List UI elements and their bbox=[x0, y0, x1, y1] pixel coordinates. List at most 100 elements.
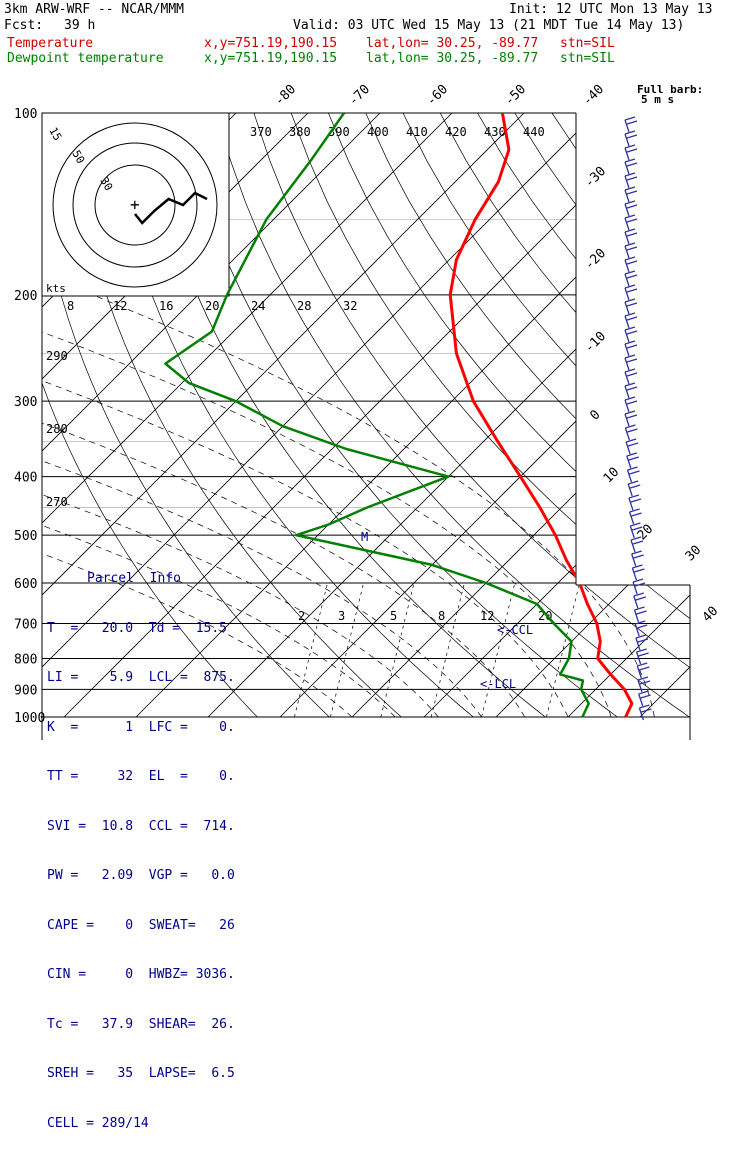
wind-barb bbox=[625, 285, 637, 300]
isotherm-label: -30 bbox=[582, 164, 609, 191]
hodograph-center-marker: + bbox=[130, 195, 140, 214]
pressure-tick-label: 400 bbox=[14, 471, 37, 486]
parcel-row: CELL = 289/14 bbox=[47, 1116, 235, 1133]
wind-barb bbox=[625, 145, 637, 160]
wind-barb bbox=[625, 411, 637, 426]
isotherm-label: -20 bbox=[582, 246, 609, 273]
isotherm-label: 10 bbox=[601, 465, 623, 487]
isotherm-label: 30 bbox=[683, 543, 705, 565]
theta-label: 420 bbox=[445, 125, 467, 139]
parcel-info-title: Parcel Info bbox=[47, 571, 235, 588]
wind-barb bbox=[627, 453, 639, 468]
dry-adiabat-line bbox=[179, 113, 617, 717]
wind-barb bbox=[625, 257, 637, 272]
pressure-tick-label: 700 bbox=[14, 617, 37, 632]
dry-adiabat-line bbox=[701, 113, 740, 717]
mixing-ratio-line bbox=[294, 583, 327, 717]
mixing-ratio-line bbox=[482, 583, 515, 717]
mixing-ratio-label: 5 bbox=[390, 609, 397, 623]
isotherm-label: -70 bbox=[346, 82, 373, 109]
parcel-row: Tc = 37.9 SHEAR= 26. bbox=[47, 1017, 235, 1034]
wind-barb bbox=[625, 215, 637, 230]
pressure-tick-label: 1000 bbox=[14, 711, 45, 726]
wind-barbs: Full barb: 5 m s bbox=[625, 83, 703, 720]
wind-barb bbox=[630, 509, 642, 524]
pressure-tick-label: 100 bbox=[14, 107, 37, 122]
hodograph-speed-label: 24 bbox=[251, 299, 265, 313]
wind-barb bbox=[625, 159, 637, 174]
dry-adiabat-line bbox=[552, 113, 740, 717]
theta-label: 380 bbox=[289, 125, 311, 139]
wind-barb bbox=[625, 425, 637, 440]
mixing-ratio-label: 12 bbox=[480, 609, 494, 623]
height-label: 280 bbox=[46, 422, 68, 436]
parcel-row: PW = 2.09 VGP = 0.0 bbox=[47, 868, 235, 885]
wind-barb bbox=[626, 439, 638, 454]
parcel-row: LI = 5.9 LCL = 875. bbox=[47, 670, 235, 687]
wind-barb bbox=[637, 649, 649, 664]
theta-label: 440 bbox=[523, 125, 545, 139]
isotherm-label: -50 bbox=[502, 82, 529, 109]
theta-label: 370 bbox=[250, 125, 272, 139]
wind-barb bbox=[625, 173, 637, 188]
barb-key-unit: 5 m s bbox=[641, 93, 674, 106]
hodograph-speed-label: 32 bbox=[343, 299, 357, 313]
parcel-row: K = 1 LFC = 0. bbox=[47, 720, 235, 737]
wind-barb bbox=[625, 229, 637, 244]
wind-barb bbox=[625, 341, 637, 356]
parcel-row: SREH = 35 LAPSE= 6.5 bbox=[47, 1066, 235, 1083]
pressure-tick-label: 300 bbox=[14, 395, 37, 410]
sounding-series bbox=[165, 113, 632, 717]
wind-barb bbox=[635, 607, 647, 622]
mixing-ratio-line bbox=[431, 583, 464, 717]
height-label: 270 bbox=[46, 495, 68, 509]
mixing-ratio-label: 2 bbox=[298, 609, 305, 623]
hodograph-speed-label: 12 bbox=[113, 299, 127, 313]
parcel-row: SVI = 10.8 CCL = 714. bbox=[47, 819, 235, 836]
pressure-tick-label: 200 bbox=[14, 289, 37, 304]
lcl-annotation: <-LCL bbox=[480, 677, 516, 691]
wind-barb bbox=[628, 481, 640, 496]
wind-barb bbox=[632, 551, 644, 566]
parcel-info-panel: Parcel Info T = 20.0 Td = 15.5 LI = 5.9 … bbox=[47, 538, 235, 1149]
wind-barb bbox=[625, 271, 637, 286]
isotherm-label: 40 bbox=[700, 604, 722, 626]
wind-barb bbox=[625, 201, 637, 216]
mixing-ratio-line bbox=[381, 583, 414, 717]
wind-barb bbox=[625, 369, 637, 384]
wind-barb bbox=[625, 299, 637, 314]
isotherm-label: -60 bbox=[424, 82, 451, 109]
theta-label: 430 bbox=[484, 125, 506, 139]
pressure-tick-label: 800 bbox=[14, 652, 37, 667]
temperature-line bbox=[450, 113, 632, 717]
wind-barb bbox=[625, 383, 637, 398]
isotherm-line bbox=[208, 113, 740, 717]
isotherm-label: 20 bbox=[635, 522, 657, 544]
isotherm-label: 0 bbox=[587, 407, 603, 423]
wind-barb bbox=[625, 117, 637, 132]
hodograph-speed-label: 16 bbox=[159, 299, 173, 313]
dry-adiabat-line bbox=[366, 113, 740, 717]
isotherm-line bbox=[712, 113, 740, 717]
hodograph-speed-label: 28 bbox=[297, 299, 311, 313]
wind-barb bbox=[625, 355, 637, 370]
wind-barb bbox=[625, 327, 637, 342]
wind-barb bbox=[632, 565, 644, 580]
wind-barb bbox=[625, 187, 637, 202]
dry-adiabat-line bbox=[589, 113, 740, 717]
isotherm-line bbox=[424, 113, 740, 717]
hodograph-unit: kts bbox=[46, 282, 66, 295]
wind-barb bbox=[625, 313, 637, 328]
mixing-ratio-label: 8 bbox=[438, 609, 445, 623]
wind-barb bbox=[628, 467, 640, 482]
hodograph-speed-label: 8 bbox=[67, 299, 74, 313]
isotherm-label: -80 bbox=[272, 82, 299, 109]
isotherm-label: -40 bbox=[580, 82, 607, 109]
theta-label: 400 bbox=[367, 125, 389, 139]
height-label: 290 bbox=[46, 349, 68, 363]
wind-barb bbox=[629, 495, 641, 510]
wind-barb bbox=[637, 663, 649, 678]
parcel-row: CAPE = 0 SWEAT= 26 bbox=[47, 918, 235, 935]
wind-barb bbox=[625, 397, 637, 412]
parcel-row: CIN = 0 HWBZ= 3036. bbox=[47, 967, 235, 984]
